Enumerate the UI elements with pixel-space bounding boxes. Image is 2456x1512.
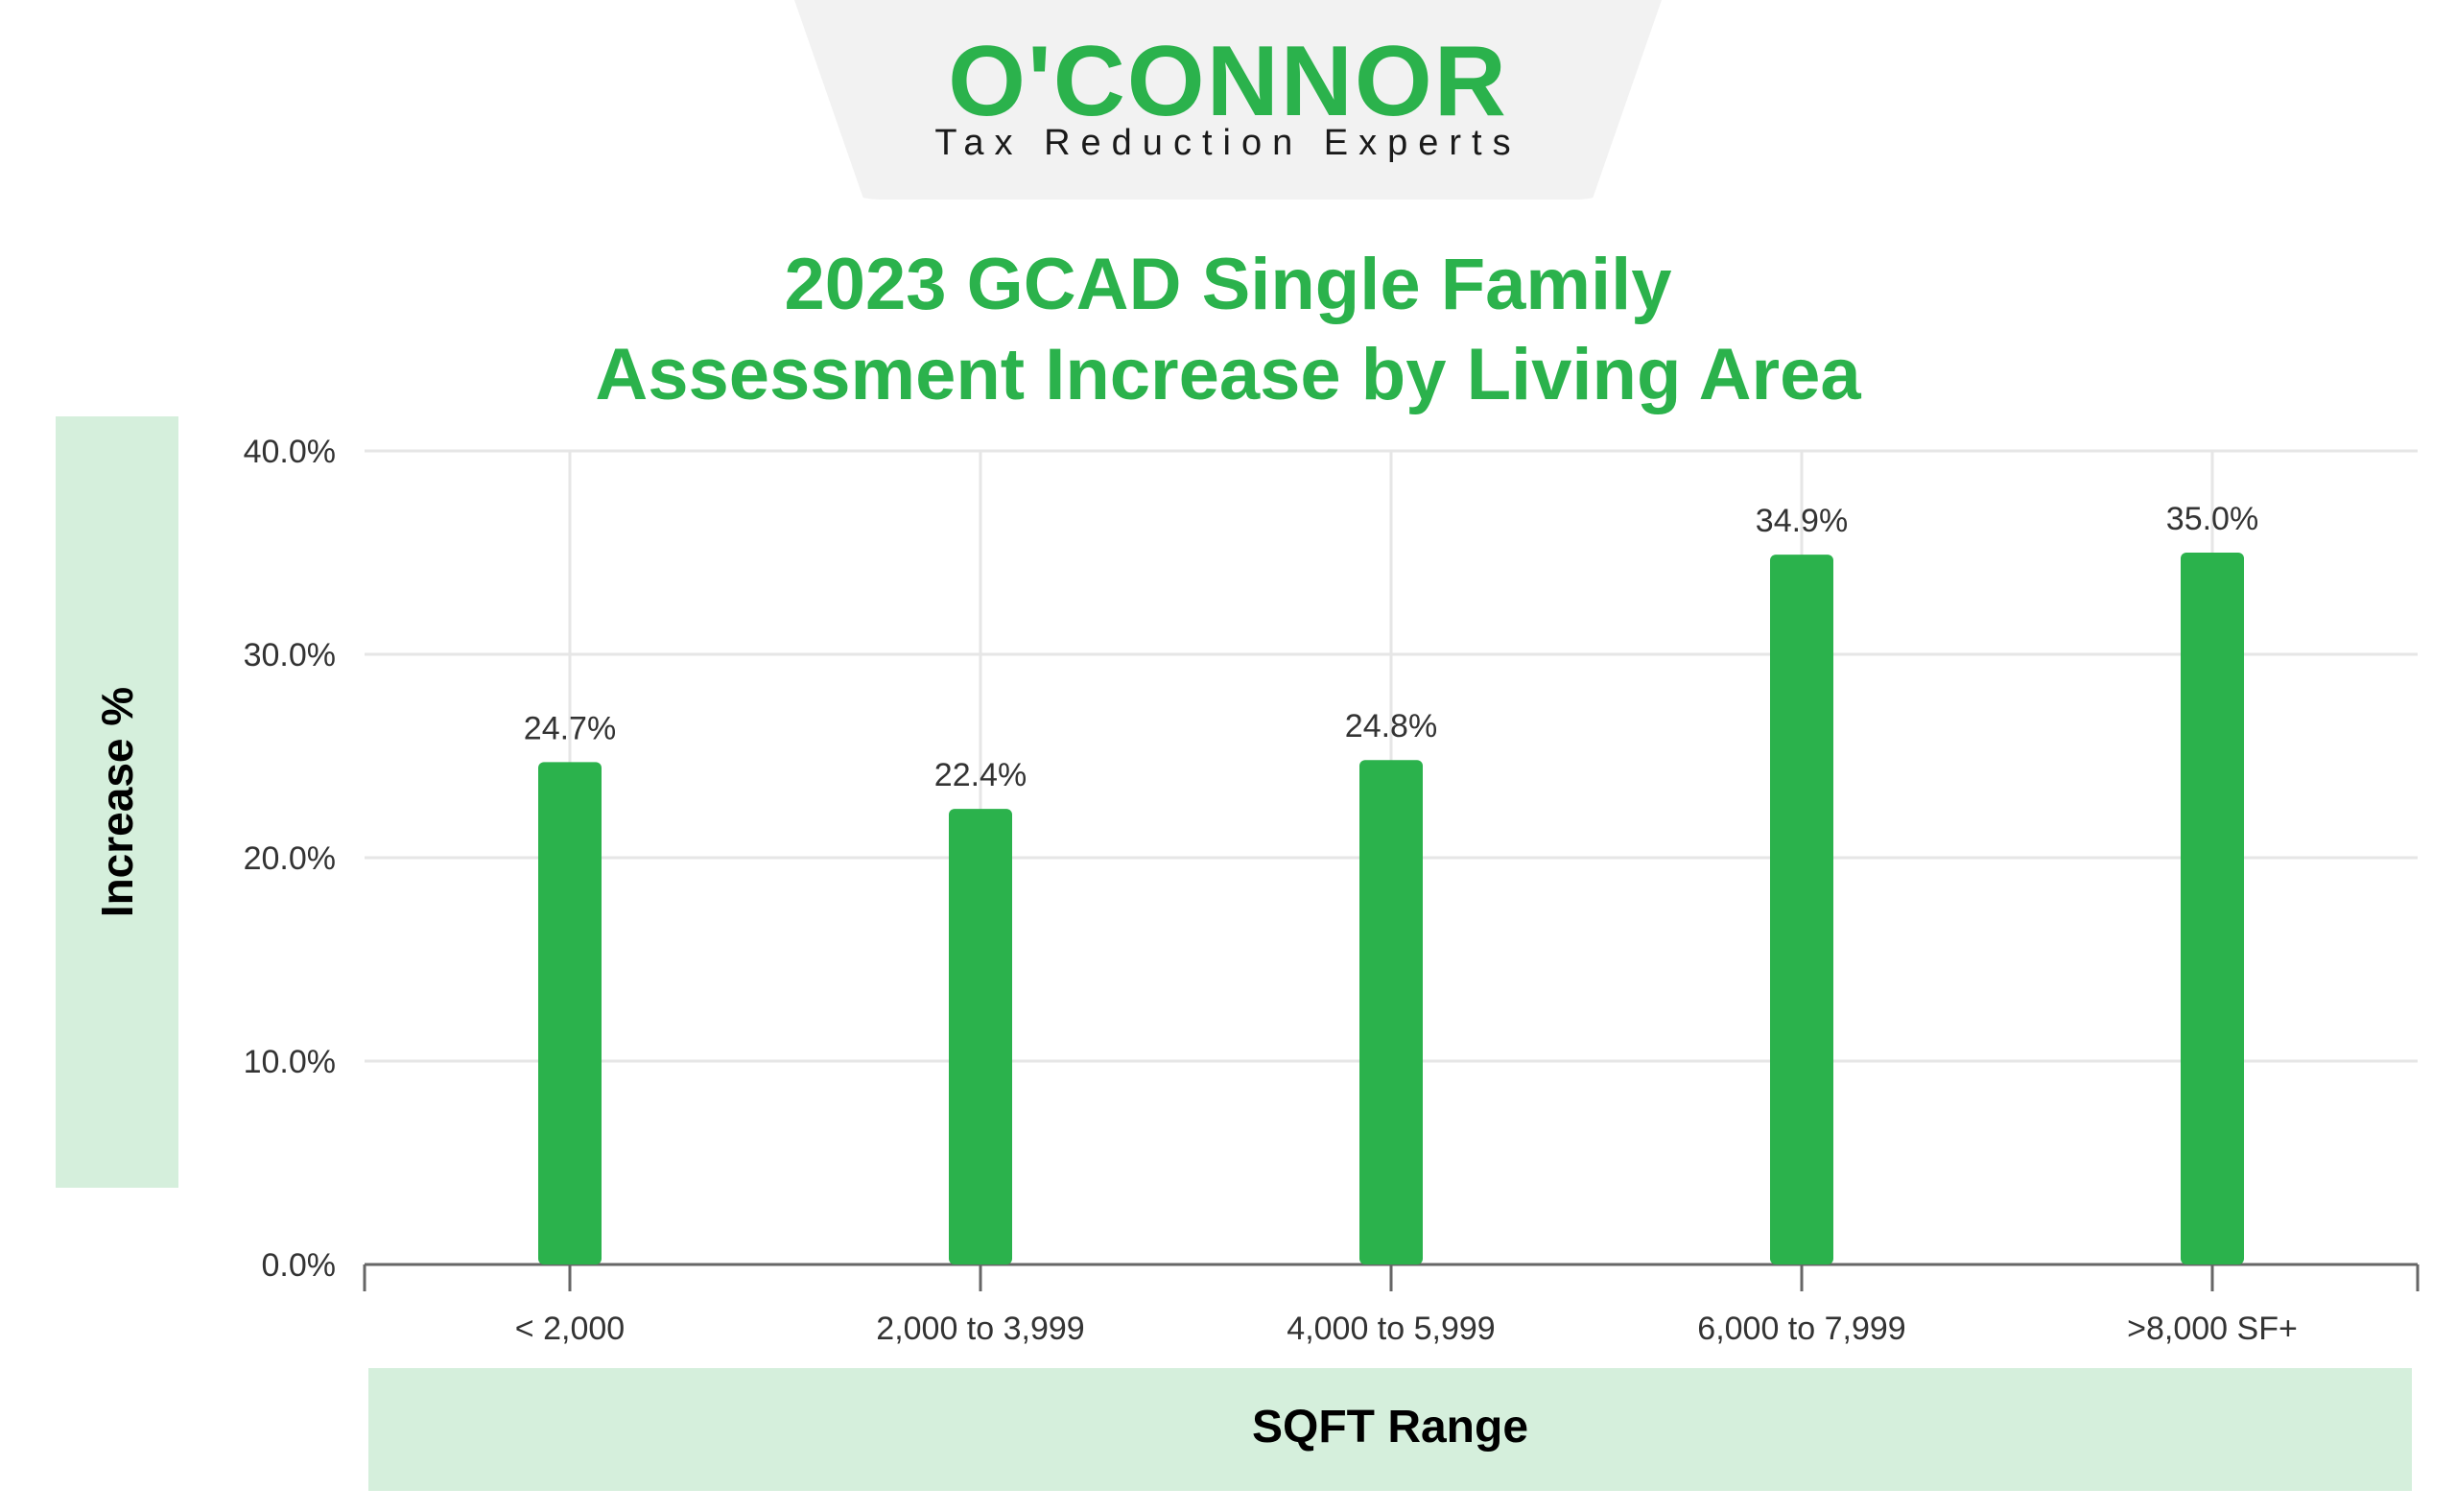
x-tick-label: >8,000 SF+ <box>2127 1311 2298 1347</box>
data-label: 35.0% <box>2166 501 2258 537</box>
data-label: 22.4% <box>934 757 1027 793</box>
bar <box>1770 555 1833 1264</box>
company-logo: O'CONNOR <box>948 26 1508 137</box>
bar <box>1359 760 1423 1264</box>
chart-title-line-1: 2023 GCAD Single Family <box>784 244 1672 325</box>
data-label: 24.8% <box>1345 708 1437 744</box>
y-tick-label: 30.0% <box>244 637 336 673</box>
y-tick-label: 10.0% <box>244 1044 336 1080</box>
x-axis-label: SQFT Range <box>1251 1402 1529 1453</box>
logo-banner <box>794 0 1662 200</box>
data-label: 24.7% <box>524 710 616 746</box>
data-label: 34.9% <box>1756 503 1848 539</box>
y-axis-label-panel <box>56 416 178 1188</box>
y-tick-label: 0.0% <box>262 1247 337 1284</box>
x-tick-label: 6,000 to 7,999 <box>1697 1311 1905 1347</box>
chart-title-line-2: Assessment Increase by Living Area <box>595 334 1861 415</box>
bar <box>949 809 1012 1264</box>
company-tagline: Tax Reduction Experts <box>934 123 1522 163</box>
bar <box>2181 553 2244 1264</box>
y-tick-label: 20.0% <box>244 840 336 877</box>
x-tick-label: 2,000 to 3,999 <box>876 1311 1084 1347</box>
x-tick-label: 4,000 to 5,999 <box>1287 1311 1495 1347</box>
x-axis-label-panel <box>368 1368 2412 1491</box>
chart-title: 2023 GCAD Single Family Assessment Incre… <box>0 240 2456 420</box>
x-tick-label: < 2,000 <box>515 1311 625 1347</box>
bar <box>538 762 602 1264</box>
y-tick-label: 40.0% <box>244 434 336 470</box>
